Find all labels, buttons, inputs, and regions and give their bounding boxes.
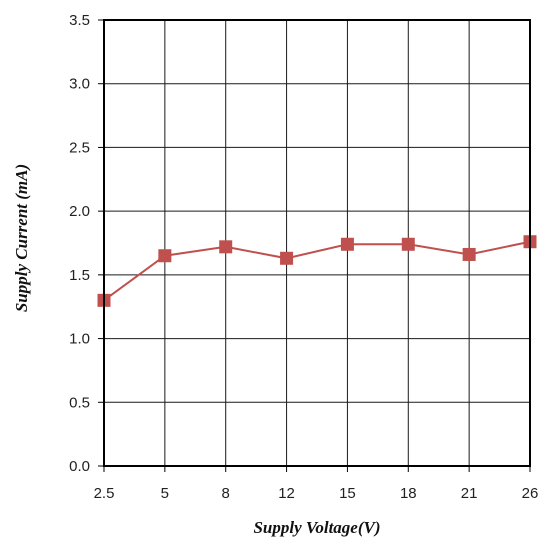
data-point — [462, 247, 476, 261]
x-tick-label: 21 — [461, 485, 478, 502]
y-tick-label: 0.5 — [69, 394, 90, 411]
data-point — [401, 237, 415, 251]
x-tick-label: 18 — [400, 485, 417, 502]
y-tick-label: 2.0 — [69, 203, 90, 220]
y-tick-label: 3.5 — [69, 12, 90, 29]
x-tick-label: 5 — [161, 485, 169, 502]
x-tick-label: 26 — [522, 485, 539, 502]
y-tick-label: 3.0 — [69, 76, 90, 93]
y-tick-label: 0.0 — [69, 458, 90, 475]
grid-layer — [103, 19, 531, 467]
x-tick-label: 8 — [222, 485, 230, 502]
x-tick-label: 12 — [278, 485, 295, 502]
y-tick-label: 1.5 — [69, 267, 90, 284]
y-tick-label: 2.5 — [69, 139, 90, 156]
plot-frame — [103, 19, 531, 467]
data-point — [340, 237, 354, 251]
x-tick-label: 2.5 — [94, 485, 115, 502]
data-point — [158, 249, 172, 263]
x-tick-label: 15 — [339, 485, 356, 502]
series-line — [103, 240, 531, 302]
series-layer — [97, 235, 537, 307]
x-axis-title: Supply Voltage(V) — [253, 518, 380, 537]
data-point — [219, 240, 233, 254]
axis-layer: 0.0 0.5 1.0 1.5 2.0 2.5 3.0 3.5 2.5 5 8 12 15 18 21 26 — [69, 12, 538, 502]
y-axis-title: Supply Current (mA) — [12, 164, 31, 312]
y-tick-label: 1.0 — [69, 331, 90, 348]
data-point — [280, 251, 294, 265]
